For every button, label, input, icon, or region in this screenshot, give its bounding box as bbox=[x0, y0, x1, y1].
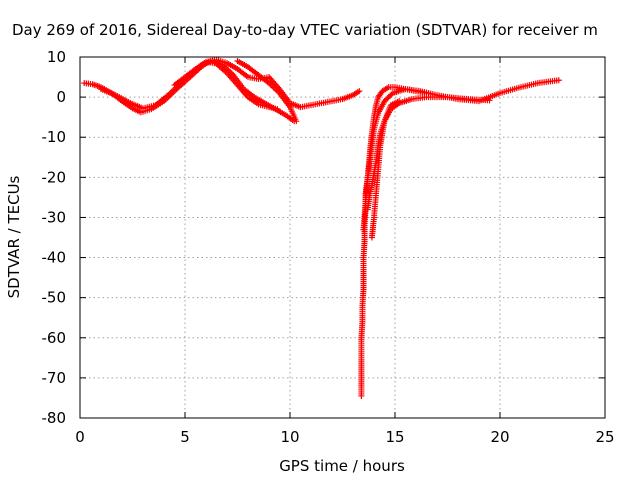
y-tick-label: -40 bbox=[42, 249, 67, 267]
series-trace bbox=[364, 94, 491, 211]
y-tick-label: -70 bbox=[42, 369, 67, 387]
series-track-f bbox=[360, 84, 430, 233]
series-trace bbox=[358, 77, 560, 397]
x-tick-label: 15 bbox=[385, 428, 404, 446]
series-track-g bbox=[364, 94, 493, 213]
y-axis-label: SDTVAR / TECUs bbox=[5, 175, 23, 298]
y-tick-label: -30 bbox=[42, 208, 67, 226]
axis-ticks bbox=[79, 56, 606, 419]
series-trace bbox=[360, 84, 428, 231]
x-tick-labels: 0 5 10 15 20 25 bbox=[75, 428, 614, 446]
series-track-c bbox=[171, 56, 363, 111]
y-tick-labels: 10 0 -10 -20 -30 -40 -50 -60 -70 -80 bbox=[42, 48, 67, 427]
chart-title: Day 269 of 2016, Sidereal Day-to-day VTE… bbox=[12, 21, 598, 39]
series-track-h bbox=[368, 98, 403, 241]
grid-lines bbox=[80, 57, 605, 418]
x-tick-label: 20 bbox=[490, 428, 509, 446]
y-tick-label: -50 bbox=[42, 289, 67, 307]
y-tick-label: -80 bbox=[42, 409, 67, 427]
x-axis-label: GPS time / hours bbox=[279, 457, 405, 475]
x-tick-label: 25 bbox=[595, 428, 614, 446]
x-tick-label: 10 bbox=[280, 428, 299, 446]
series-trace bbox=[236, 59, 299, 123]
y-tick-label: -10 bbox=[42, 128, 67, 146]
series-trace bbox=[173, 57, 361, 110]
y-tick-label: 0 bbox=[56, 88, 66, 106]
data-marks bbox=[81, 56, 562, 399]
series-track-e bbox=[358, 77, 562, 399]
y-tick-label: 10 bbox=[47, 48, 66, 66]
series-trace bbox=[369, 98, 401, 239]
y-tick-label: -20 bbox=[42, 168, 67, 186]
x-tick-label: 5 bbox=[180, 428, 190, 446]
x-tick-label: 0 bbox=[75, 428, 85, 446]
y-tick-label: -60 bbox=[42, 329, 67, 347]
plot-frame bbox=[79, 56, 606, 419]
series-track-d bbox=[234, 58, 300, 125]
